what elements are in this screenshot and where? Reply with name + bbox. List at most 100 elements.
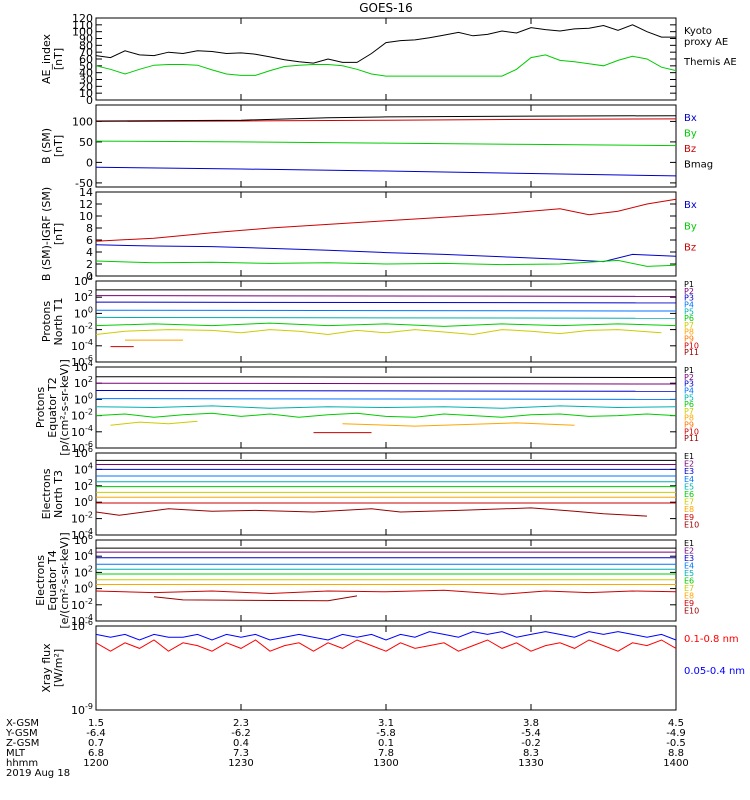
series-line-bx <box>95 166 677 177</box>
date-label: 2019 Aug 18 <box>6 768 70 779</box>
y-axis-label: Xray flux[W/m²] <box>40 643 65 693</box>
y-tick-label: 100 <box>74 581 93 596</box>
x-tick-value: 0.1 <box>378 738 394 749</box>
series-line-p7 <box>95 329 662 336</box>
legend-entry: P2 <box>684 287 694 296</box>
legend-entry: P11 <box>684 348 699 357</box>
series-line-themis-ae <box>95 24 676 64</box>
x-tick-value: 0.7 <box>88 738 104 749</box>
y-tick-label: 100 <box>74 494 93 509</box>
series-line-p7 <box>110 420 198 426</box>
legend-entry: E1 <box>684 452 694 461</box>
legend-entry: E5 <box>684 482 694 491</box>
series-line-0-05-0-4-nm <box>95 631 677 641</box>
y-tick-label: 0 <box>86 270 93 283</box>
y-axis-label: AE_index[nT] <box>40 33 65 84</box>
y-tick-label: 14 <box>79 186 93 199</box>
legend-entry: By <box>684 221 697 232</box>
x-tick-value: -6.4 <box>86 728 106 739</box>
x-tick-value: -0.5 <box>666 738 686 749</box>
x-row-label: MLT <box>6 748 26 759</box>
x-tick-value: 8.8 <box>668 748 684 759</box>
legend-entry: P4 <box>684 386 694 395</box>
legend-entry: E3 <box>684 554 694 563</box>
panel-frame <box>95 191 677 277</box>
y-tick-label: 10-2 <box>71 408 93 423</box>
legend-entry: P10 <box>684 427 699 436</box>
legend-entry: Bx <box>684 113 697 124</box>
legend-entry: E7 <box>684 584 694 593</box>
y-tick-label: 10-2 <box>71 322 93 337</box>
legend-entry: P11 <box>684 434 699 443</box>
x-tick-value: 3.8 <box>523 718 539 729</box>
legend-entry: E7 <box>684 498 694 507</box>
figure-title: GOES-16 <box>359 1 413 15</box>
panel-frame <box>95 17 677 101</box>
x-tick-value: 2.3 <box>233 718 249 729</box>
x-axis-table: X-GSM 1.5 2.3 3.1 3.8 4.5 Y-GSM -6.4 -6.2 -5.8 -5.… <box>5 718 689 779</box>
legend-entry: P7 <box>684 321 694 330</box>
legend-entry: E8 <box>684 505 694 514</box>
legend-entry: P6 <box>684 314 694 323</box>
x-row-label: X-GSM <box>6 718 39 729</box>
panel-8: 10-9 10-6 Xray flux[W/m²] 0.1-0.8 nm 0.05-0.… <box>40 618 745 717</box>
series-line-by <box>95 140 677 147</box>
y-tick-label: 80 <box>79 39 93 52</box>
y-tick-label: 10-6 <box>71 618 93 633</box>
series-line-bmag <box>95 115 677 122</box>
series-line-p1 <box>95 376 677 378</box>
y-tick-label: 100 <box>74 305 93 320</box>
x-tick-value: -5.4 <box>521 728 541 739</box>
x-row-label: hhmm <box>6 758 38 769</box>
legend-entry: P8 <box>684 328 694 337</box>
series-line-p5 <box>95 316 677 319</box>
legend-entry: P9 <box>684 421 694 430</box>
y-tick-label: 104 <box>74 273 93 288</box>
series-line-p4 <box>95 309 677 312</box>
y-tick-label: 104 <box>74 359 93 374</box>
panel-frame <box>95 280 677 363</box>
x-tick-value: 1.5 <box>88 718 104 729</box>
series-line-bz <box>95 118 677 122</box>
y-tick-label: 10 <box>79 87 93 100</box>
panel-frame <box>95 625 677 711</box>
legend-entry: E10 <box>684 607 699 616</box>
x-tick-value: 1200 <box>83 758 108 769</box>
series-line-p4 <box>95 398 677 400</box>
y-tick-label: 30 <box>79 74 93 87</box>
y-axis-label: ElectronsNorth T3 <box>40 468 65 519</box>
y-tick-label: 120 <box>72 12 93 25</box>
legend-entry: E3 <box>684 467 694 476</box>
x-tick-value: 7.8 <box>378 748 394 759</box>
panels: 0102030405060708090100110120AE_index[nT]… <box>34 12 745 717</box>
y-tick-label: 0 <box>86 94 93 107</box>
x-tick-value: 1330 <box>518 758 543 769</box>
y-tick-label: 70 <box>79 46 93 59</box>
legend-entry: Themis AE <box>683 57 737 68</box>
legend-entry: E2 <box>684 460 694 469</box>
series-line-p3 <box>95 301 677 304</box>
legend-entry: E5 <box>684 569 694 578</box>
legend-entry: P1 <box>684 280 694 289</box>
series-line-bx <box>95 244 677 263</box>
legend-entry: Bmag <box>684 160 713 171</box>
series-line-e10 <box>153 595 358 602</box>
y-tick-label: 8 <box>86 222 93 235</box>
y-tick-label: -50 <box>75 177 93 190</box>
series-line-e9 <box>95 589 677 595</box>
legend-entry: E1 <box>684 539 694 548</box>
y-tick-label: 102 <box>74 289 93 304</box>
legend-entry: P2 <box>684 373 694 382</box>
series-line-p6 <box>95 412 677 418</box>
y-tick-label: 104 <box>74 461 93 476</box>
legend-entry: P8 <box>684 414 694 423</box>
y-axis-label: ProtonsNorth T1 <box>40 298 65 346</box>
legend-entry: E9 <box>684 599 694 608</box>
y-tick-label: 10-9 <box>71 702 93 717</box>
x-tick-value: -0.2 <box>521 738 541 749</box>
x-row-label: Y-GSM <box>5 728 38 739</box>
